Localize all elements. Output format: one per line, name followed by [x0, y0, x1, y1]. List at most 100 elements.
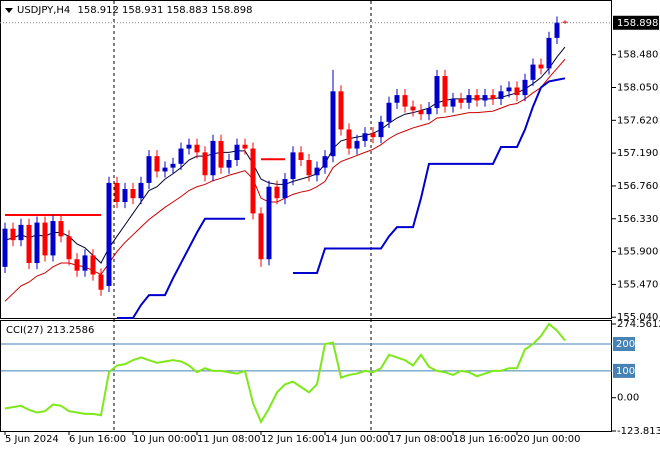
candle-body [474, 95, 480, 101]
candle-body [74, 259, 80, 271]
cci-header: CCI(27) 213.2586 [6, 325, 94, 336]
candle-body [482, 95, 488, 101]
candle-body [538, 64, 544, 69]
level-box [613, 363, 635, 378]
candle-body [330, 91, 336, 157]
candle-body [562, 21, 568, 23]
candle-body [234, 144, 240, 160]
candle-body [514, 87, 520, 96]
candle-body [66, 236, 72, 260]
main-frame [0, 0, 612, 319]
candle-body [194, 144, 200, 153]
candle-body [58, 221, 64, 237]
candle-body [522, 79, 528, 96]
x-tick-label: 17 Jun 08:00 [389, 434, 453, 445]
candle-body [394, 95, 400, 103]
candle-body [282, 179, 288, 199]
candle-body [210, 140, 216, 176]
x-tick-label: 20 Jun 00:00 [517, 434, 581, 445]
candle-body [130, 189, 136, 199]
candle-body [354, 140, 360, 149]
candle-body [370, 133, 376, 138]
candle-body [298, 152, 304, 160]
chart-header: USDJPY,H4 158.912 158.931 158.883 158.89… [17, 5, 252, 16]
candle-body [106, 182, 112, 286]
y2-tick-label: -123.8133 [617, 426, 660, 437]
candle-body [26, 224, 32, 264]
candle-body [50, 221, 56, 256]
candle-body [338, 91, 344, 130]
candle-body [226, 160, 232, 168]
candle-body [82, 255, 88, 271]
candle-body [290, 152, 296, 180]
y2-tick-label: 0.00 [617, 393, 639, 404]
candle-body [498, 91, 504, 99]
candle-body [258, 213, 264, 260]
last-price-label: 158.898 [617, 18, 658, 29]
high-value: 158.931 [122, 5, 163, 16]
candle-body [162, 167, 168, 172]
cci-line [4, 322, 566, 425]
candle-body [426, 108, 432, 115]
candle-body [2, 228, 8, 267]
candle-body [322, 156, 328, 168]
y-tick-label: 156.330 [617, 214, 658, 225]
candle-body [202, 152, 208, 176]
x-tick-label: 5 Jun 2024 [5, 434, 59, 445]
candle-body [266, 186, 272, 260]
candle-body [418, 110, 424, 115]
y-tick-label: 158.050 [617, 82, 658, 93]
candle-body [10, 228, 16, 241]
y-tick-label: 158.480 [617, 50, 658, 61]
x-tick-label: 11 Jun 08:00 [197, 434, 261, 445]
cci-value: 213.2586 [47, 325, 95, 336]
candle-body [122, 189, 128, 202]
candle-body [90, 255, 96, 275]
candle-body [170, 163, 176, 168]
candle-body [18, 224, 24, 241]
open-value: 158.912 [77, 5, 118, 16]
x-tick-label: 6 Jun 16:00 [69, 434, 126, 445]
candle-body [530, 64, 536, 80]
candle-body [490, 95, 496, 99]
close-value: 158.898 [211, 5, 252, 16]
candle-body [554, 22, 560, 38]
cci-name: CCI(27) [6, 325, 44, 336]
candle-body [546, 37, 552, 69]
y-tick-label: 157.190 [617, 148, 658, 159]
x-tick-label: 12 Jun 16:00 [261, 434, 325, 445]
candle-body [402, 95, 408, 107]
candle-body [274, 186, 280, 199]
x-tick-label: 10 Jun 00:00 [133, 434, 197, 445]
candle-body [178, 148, 184, 164]
y-tick-label: 155.470 [617, 279, 658, 290]
candle-body [42, 222, 48, 256]
candle-body [434, 76, 440, 109]
y-tick-label: 155.900 [617, 247, 658, 258]
candle-body [34, 222, 40, 264]
candle-body [186, 144, 192, 149]
candle-body [386, 102, 392, 122]
level-label: 100 [616, 366, 635, 377]
candle-body [442, 76, 448, 107]
candle-body [138, 182, 144, 199]
candle-body [410, 106, 416, 111]
candle-body [450, 98, 456, 107]
menu-arrow [5, 8, 13, 13]
candle-body [250, 148, 256, 214]
candle-body [146, 156, 152, 183]
y-tick-label: 155.040 [617, 312, 658, 323]
x-tick-label: 14 Jun 00:00 [325, 434, 389, 445]
symbol: USDJPY,H4 [17, 5, 70, 16]
candle-body [466, 95, 472, 103]
level-label: 200 [616, 339, 635, 350]
indicator-line [117, 77, 566, 319]
low-value: 158.883 [167, 5, 208, 16]
x-tick-label: 18 Jun 16:00 [453, 434, 517, 445]
y-tick-label: 157.620 [617, 115, 658, 126]
y2-tick-label: 274.5612 [617, 319, 660, 330]
plot: 158.480 158.050 157.620 157.190 156.760 156.3… [0, 15, 660, 445]
level-box [613, 337, 635, 352]
